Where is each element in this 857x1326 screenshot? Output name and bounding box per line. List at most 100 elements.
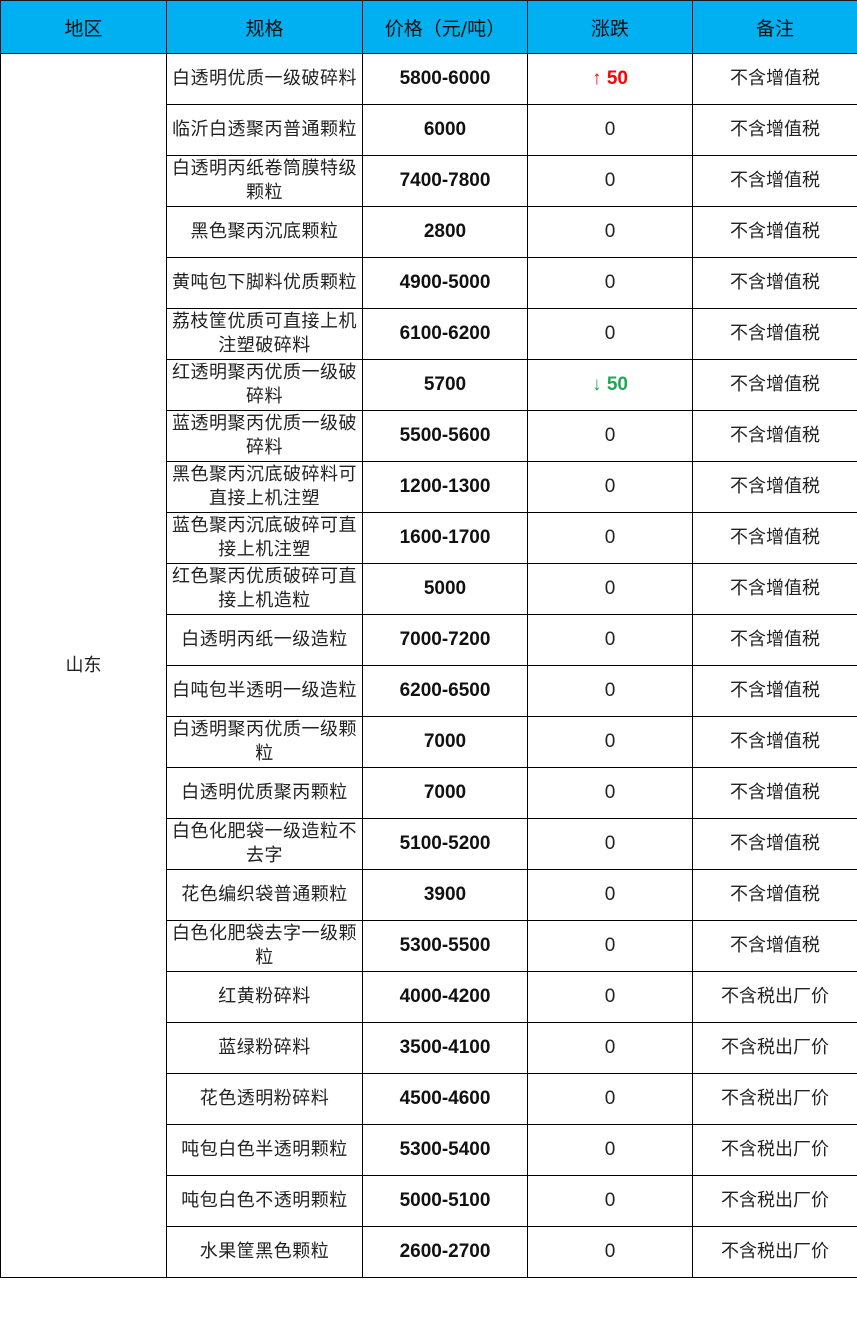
table-row: 红黄粉碎料 4000-4200 0 不含税出厂价 <box>1 971 857 1023</box>
spec-cell: 黑色聚丙沉底破碎料可直接上机注塑 <box>166 461 363 513</box>
note-cell: 不含增值税 <box>692 155 857 207</box>
change-value: 0 <box>604 578 616 599</box>
table-row: 白色化肥袋一级造粒不去字 5100-5200 0 不含增值税 <box>1 818 857 870</box>
price-cell: 4900-5000 <box>362 257 528 309</box>
price-cell: 7000 <box>362 767 528 819</box>
price-table: 地区 规格 价格（元/吨） 涨跌 备注 山东 白透明优质一级破碎料 5800-600… <box>0 0 857 1278</box>
spec-cell: 花色编织袋普通颗粒 <box>166 869 363 921</box>
price-cell: 6000 <box>362 104 528 156</box>
price-cell: 3500-4100 <box>362 1022 528 1074</box>
note-cell: 不含增值税 <box>692 563 857 615</box>
price-cell: 4500-4600 <box>362 1073 528 1125</box>
table-row: 吨包白色半透明颗粒 5300-5400 0 不含税出厂价 <box>1 1124 857 1176</box>
note-cell: 不含增值税 <box>692 869 857 921</box>
spec-cell: 白吨包半透明一级造粒 <box>166 665 363 717</box>
note-cell: 不含增值税 <box>692 257 857 309</box>
change-cell: 0 <box>527 104 693 156</box>
spec-cell: 白色化肥袋一级造粒不去字 <box>166 818 363 870</box>
note-cell: 不含税出厂价 <box>692 1073 857 1125</box>
table-row: 白透明丙纸一级造粒 7000-7200 0 不含增值税 <box>1 614 857 666</box>
change-cell: 0 <box>527 308 693 360</box>
note-cell: 不含增值税 <box>692 920 857 972</box>
note-cell: 不含增值税 <box>692 410 857 462</box>
price-cell: 2800 <box>362 206 528 258</box>
change-value: 0 <box>604 323 616 344</box>
price-cell: 6100-6200 <box>362 308 528 360</box>
price-cell: 5000-5100 <box>362 1175 528 1227</box>
change-value: 50 <box>606 374 628 395</box>
note-cell: 不含增值税 <box>692 818 857 870</box>
table-row: 黄吨包下脚料优质颗粒 4900-5000 0 不含增值税 <box>1 257 857 309</box>
spec-cell: 吨包白色不透明颗粒 <box>166 1175 363 1227</box>
spec-cell: 红透明聚丙优质一级破碎料 <box>166 359 363 411</box>
change-cell: 0 <box>527 971 693 1023</box>
change-cell: 0 <box>527 1073 693 1125</box>
spec-cell: 吨包白色半透明颗粒 <box>166 1124 363 1176</box>
change-cell: 0 <box>527 206 693 258</box>
header-change: 涨跌 <box>527 0 693 54</box>
header-region: 地区 <box>0 0 167 54</box>
note-cell: 不含税出厂价 <box>692 1124 857 1176</box>
arrow-up-icon: ↑ <box>592 68 607 89</box>
change-cell: 0 <box>527 614 693 666</box>
change-value: 0 <box>604 935 616 956</box>
price-cell: 7400-7800 <box>362 155 528 207</box>
note-cell: 不含税出厂价 <box>692 1175 857 1227</box>
change-value: 0 <box>604 476 616 497</box>
change-cell: 0 <box>527 818 693 870</box>
change-value: 50 <box>606 68 628 89</box>
spec-cell: 黄吨包下脚料优质颗粒 <box>166 257 363 309</box>
change-cell: 0 <box>527 512 693 564</box>
change-cell: 0 <box>527 920 693 972</box>
spec-cell: 红色聚丙优质破碎可直接上机造粒 <box>166 563 363 615</box>
table-row: 白透明丙纸卷筒膜特级颗粒 7400-7800 0 不含增值税 <box>1 155 857 207</box>
spec-cell: 荔枝筐优质可直接上机注塑破碎料 <box>166 308 363 360</box>
change-value: 0 <box>604 119 616 140</box>
spec-cell: 水果筐黑色颗粒 <box>166 1226 363 1278</box>
price-cell: 5000 <box>362 563 528 615</box>
change-cell: 0 <box>527 1226 693 1278</box>
change-cell: 0 <box>527 1022 693 1074</box>
change-value: 0 <box>604 1190 616 1211</box>
table-row: 红色聚丙优质破碎可直接上机造粒 5000 0 不含增值税 <box>1 563 857 615</box>
change-cell: 0 <box>527 461 693 513</box>
change-cell: 0 <box>527 1124 693 1176</box>
table-row: 荔枝筐优质可直接上机注塑破碎料 6100-6200 0 不含增值税 <box>1 308 857 360</box>
change-value: 0 <box>604 986 616 1007</box>
table-row: 黑色聚丙沉底颗粒 2800 0 不含增值税 <box>1 206 857 258</box>
change-cell: 0 <box>527 257 693 309</box>
price-cell: 5300-5500 <box>362 920 528 972</box>
table-row: 蓝色聚丙沉底破碎可直接上机注塑 1600-1700 0 不含增值税 <box>1 512 857 564</box>
header-row: 地区 规格 价格（元/吨） 涨跌 备注 <box>0 0 857 54</box>
price-cell: 2600-2700 <box>362 1226 528 1278</box>
change-cell: 0 <box>527 563 693 615</box>
table-row: 红透明聚丙优质一级破碎料 5700 ↓ 50 不含增值税 <box>1 359 857 411</box>
spec-cell: 蓝透明聚丙优质一级破碎料 <box>166 410 363 462</box>
note-cell: 不含增值税 <box>692 359 857 411</box>
table-row: 吨包白色不透明颗粒 5000-5100 0 不含税出厂价 <box>1 1175 857 1227</box>
change-cell: 0 <box>527 869 693 921</box>
header-note: 备注 <box>692 0 857 54</box>
change-cell: 0 <box>527 665 693 717</box>
region-cell: 山东 <box>0 53 167 1278</box>
price-cell: 5100-5200 <box>362 818 528 870</box>
price-cell: 3900 <box>362 869 528 921</box>
change-value: 0 <box>604 1037 616 1058</box>
price-cell: 5300-5400 <box>362 1124 528 1176</box>
spec-cell: 红黄粉碎料 <box>166 971 363 1023</box>
note-cell: 不含增值税 <box>692 206 857 258</box>
change-cell: 0 <box>527 1175 693 1227</box>
header-price: 价格（元/吨） <box>362 0 528 54</box>
note-cell: 不含增值税 <box>692 716 857 768</box>
note-cell: 不含税出厂价 <box>692 1022 857 1074</box>
change-value: 0 <box>604 782 616 803</box>
price-cell: 5700 <box>362 359 528 411</box>
change-value: 0 <box>604 731 616 752</box>
spec-cell: 临沂白透聚丙普通颗粒 <box>166 104 363 156</box>
change-value: 0 <box>604 680 616 701</box>
change-value: 0 <box>604 629 616 650</box>
table-row: 白色化肥袋去字一级颗粒 5300-5500 0 不含增值税 <box>1 920 857 972</box>
note-cell: 不含增值税 <box>692 614 857 666</box>
price-cell: 6200-6500 <box>362 665 528 717</box>
table-row: 山东 白透明优质一级破碎料 5800-6000 ↑ 50 不含增值税 <box>0 53 857 1278</box>
